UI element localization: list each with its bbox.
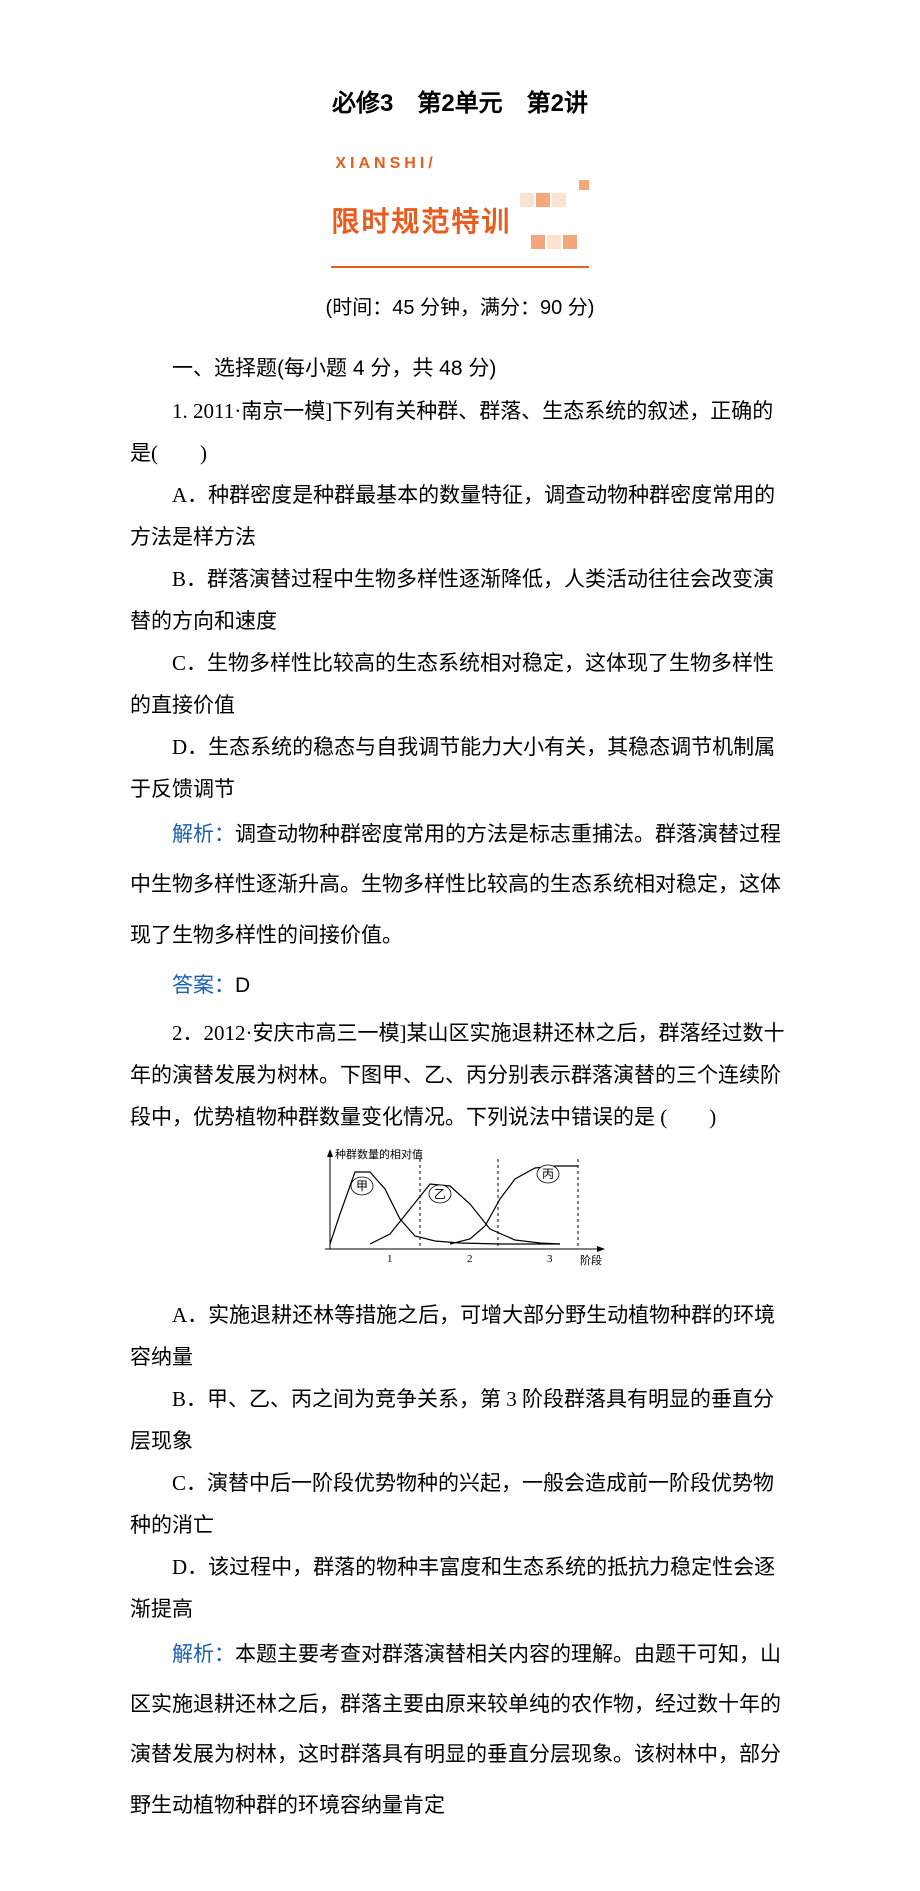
q1-answer: 答案：D bbox=[130, 961, 790, 1011]
page-title: 必修3 第2单元 第2讲 bbox=[130, 80, 790, 128]
analysis-label: 解析： bbox=[172, 823, 235, 846]
curve-bing bbox=[450, 1166, 578, 1244]
label-yi: 乙 bbox=[434, 1187, 446, 1201]
q1-answer-text: D bbox=[235, 974, 250, 997]
chart-xlabel: 阶段 bbox=[580, 1253, 602, 1267]
curve-yi bbox=[370, 1184, 560, 1244]
banner: XIANSHI/ 限时规范特训 bbox=[130, 148, 790, 268]
label-jia: 甲 bbox=[356, 1179, 368, 1193]
banner-squares bbox=[519, 180, 588, 264]
q1-analysis: 解析：调查动物种群密度常用的方法是标志重捕法。群落演替过程中生物多样性逐渐升高。… bbox=[130, 810, 790, 961]
q1-stem: 1. 2011·南京一模]下列有关种群、群落、生态系统的叙述，正确的是( ) bbox=[130, 390, 790, 474]
section-heading: 一、选择题(每小题 4 分，共 48 分) bbox=[130, 348, 790, 390]
q2-optC: C．演替中后一阶段优势物种的兴起，一般会造成前一阶段优势物种的消亡 bbox=[130, 1462, 790, 1546]
q2-analysis-text: 本题主要考查对群落演替相关内容的理解。由题干可知，山区实施退耕还林之后，群落主要… bbox=[130, 1643, 781, 1817]
q2-stem: 2．2012·安庆市高三一模]某山区实施退耕还林之后，群落经过数十年的演替发展为… bbox=[130, 1012, 790, 1138]
xtick-2: 2 bbox=[467, 1253, 473, 1265]
q2-analysis: 解析：本题主要考查对群落演替相关内容的理解。由题干可知，山区实施退耕还林之后，群… bbox=[130, 1630, 790, 1832]
q2-optA: A．实施退耕还林等措施之后，可增大部分野生动植物种群的环境容纳量 bbox=[130, 1294, 790, 1378]
q1-optB: B．群落演替过程中生物多样性逐渐降低，人类活动往往会改变演替的方向和速度 bbox=[130, 558, 790, 642]
chart: 种群数量的相对值 阶段 1 2 3 甲 乙 丙 bbox=[130, 1144, 790, 1288]
banner-text: 限时规范特训 bbox=[331, 194, 511, 250]
q2-optD: D．该过程中，群落的物种丰富度和生态系统的抵抗力稳定性会逐渐提高 bbox=[130, 1546, 790, 1630]
banner-pinyin: XIANSHI/ bbox=[331, 148, 588, 180]
q2-optB: B．甲、乙、丙之间为竞争关系，第 3 阶段群落具有明显的垂直分层现象 bbox=[130, 1378, 790, 1462]
q1-optA: A．种群密度是种群最基本的数量特征，调查动物种群密度常用的方法是样方法 bbox=[130, 474, 790, 558]
answer-label: 答案： bbox=[172, 974, 235, 997]
q1-optC: C．生物多样性比较高的生态系统相对稳定，这体现了生物多样性的直接价值 bbox=[130, 642, 790, 726]
chart-ylabel: 种群数量的相对值 bbox=[335, 1147, 423, 1161]
time-info: (时间：45 分钟，满分：90 分) bbox=[130, 288, 790, 328]
analysis-label-2: 解析： bbox=[172, 1643, 235, 1666]
label-bing: 丙 bbox=[542, 1167, 554, 1181]
succession-chart: 种群数量的相对值 阶段 1 2 3 甲 乙 丙 bbox=[300, 1144, 620, 1274]
q1-optD: D．生态系统的稳态与自我调节能力大小有关，其稳态调节机制属于反馈调节 bbox=[130, 726, 790, 810]
xtick-3: 3 bbox=[547, 1253, 553, 1265]
xtick-1: 1 bbox=[387, 1253, 393, 1265]
